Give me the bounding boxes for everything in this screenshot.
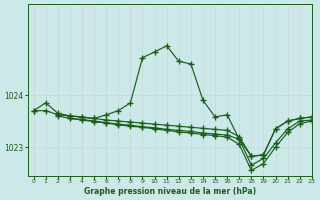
X-axis label: Graphe pression niveau de la mer (hPa): Graphe pression niveau de la mer (hPa) (84, 187, 256, 196)
